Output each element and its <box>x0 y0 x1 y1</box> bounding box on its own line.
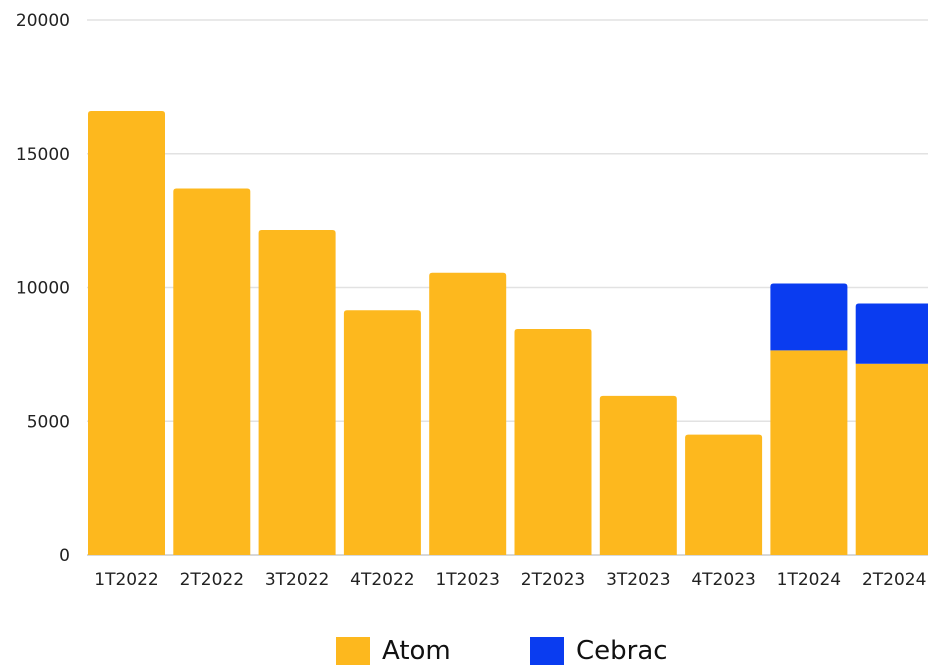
x-tick-label: 1T2022 <box>94 570 158 590</box>
y-axis-ticks: 0 5000 10000 15000 20000 <box>16 11 70 566</box>
x-tick-label: 3T2022 <box>265 570 329 590</box>
bar-atom-1t2022 <box>88 110 165 555</box>
x-axis-ticks: 1T2022 2T2022 3T2022 4T2022 1T2023 2T2023 3T20… <box>94 570 926 590</box>
x-tick-label: 1T2024 <box>777 570 841 590</box>
x-tick-label: 3T2023 <box>606 570 670 590</box>
y-tick-label: 10000 <box>16 279 70 299</box>
bar-atom-3t2022 <box>258 229 336 556</box>
y-tick-label: 5000 <box>27 412 70 432</box>
legend-swatch-atom <box>336 637 370 665</box>
legend-label-cebrac: Cebrac <box>576 636 668 666</box>
bar-atom-3t2023 <box>599 395 677 555</box>
bar-atom-2t2022 <box>173 188 251 555</box>
legend-label-atom: Atom <box>382 636 451 666</box>
bar-atom-4t2022 <box>343 310 421 555</box>
bar-atom-4t2023 <box>685 434 763 555</box>
x-tick-label: 2T2022 <box>180 570 244 590</box>
legend: Atom Cebrac <box>0 636 928 668</box>
bar-atom-2t2023 <box>514 328 592 555</box>
y-tick-label: 0 <box>59 546 70 566</box>
y-tick-label: 20000 <box>16 11 70 31</box>
x-tick-label: 4T2022 <box>350 570 414 590</box>
x-tick-label: 2T2024 <box>862 570 926 590</box>
legend-item-atom: Atom <box>336 636 451 666</box>
y-tick-label: 15000 <box>16 145 70 165</box>
bar-atom-2t2024 <box>855 363 928 555</box>
bar-atom-1t2023 <box>429 272 507 555</box>
legend-swatch-cebrac <box>530 637 564 665</box>
x-tick-label: 1T2023 <box>435 570 499 590</box>
bar-cebrac-2t2024 <box>855 303 928 364</box>
bar-cebrac-1t2024 <box>770 283 848 351</box>
bar-atom-1t2024 <box>770 350 848 555</box>
x-tick-label: 4T2023 <box>691 570 755 590</box>
bars <box>88 110 928 556</box>
legend-item-cebrac: Cebrac <box>530 636 668 666</box>
x-tick-label: 2T2023 <box>521 570 585 590</box>
